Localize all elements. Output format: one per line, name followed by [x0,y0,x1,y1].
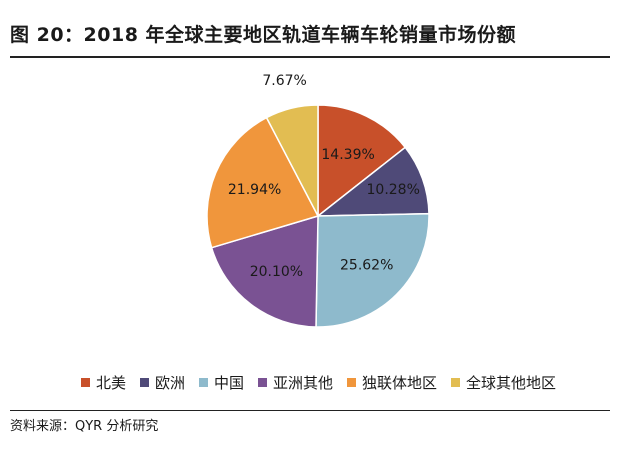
pie-slices [206,104,430,328]
legend-label: 全球其他地区 [466,374,557,392]
title-divider [10,56,610,58]
pie-data-label: 10.28% [367,182,420,198]
legend-label: 中国 [213,374,244,392]
legend-swatch [258,378,267,387]
legend-swatch [451,378,461,387]
legend-item: 亚洲其他 [258,372,333,393]
legend-label: 欧洲 [154,374,185,392]
pie-slice-5 [206,116,320,249]
pie-labels: 14.39% 10.28% 25.62% 20.10% 21.94% 7.67% [228,73,420,280]
legend-item: 中国 [198,372,244,393]
legend-label: 亚洲其他 [273,374,334,392]
pie-slice-6 [265,104,319,217]
legend-item: 独联体地区 [347,372,437,393]
pie-slice-4 [210,214,319,328]
pie-data-label: 7.67% [262,73,306,89]
pie-data-label: 25.62% [340,258,393,274]
legend-swatch [347,378,357,387]
legend-swatch [198,378,208,387]
legend-item: 欧洲 [139,372,185,393]
legend-item: 北美 [80,372,126,393]
pie-slice-1 [317,104,407,218]
legend-label: 北美 [95,374,126,392]
legend-item: 全球其他地区 [451,372,556,393]
pie-data-label: 21.94% [228,182,281,198]
legend-swatch [80,378,90,387]
chart-legend: 北美 欧洲 中国 亚洲其他 独联体地区 全球其他地区 [0,372,637,393]
pie-data-label: 20.10% [250,264,303,280]
pie-data-label: 14.39% [321,147,374,163]
legend-swatch [139,378,149,387]
source-divider [10,410,610,411]
chart-title: 图 20：2018 年全球主要地区轨道车辆车轮销量市场份额 [10,24,517,46]
pie-slice-2 [315,146,430,217]
source-note: 资料来源：QYR 分析研究 [10,419,159,434]
legend-label: 独联体地区 [362,374,438,392]
pie-slice-3 [315,212,430,328]
